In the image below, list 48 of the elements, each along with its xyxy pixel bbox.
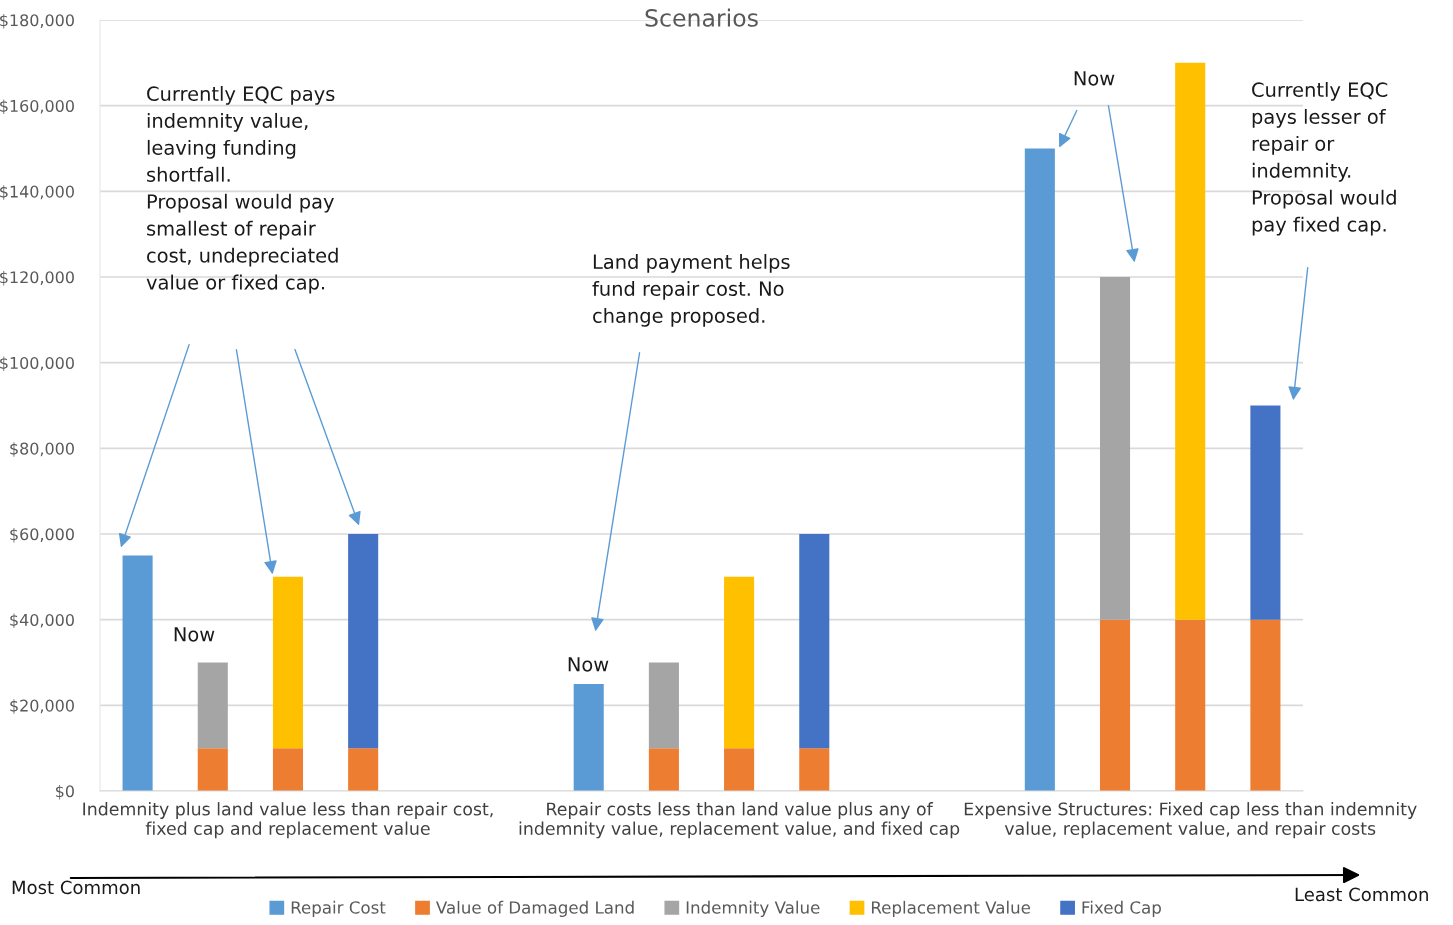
annotation: Currently EQC pays lesser of repair or indemnity. Proposal would pay fixed cap.: [1252, 82, 1396, 236]
y-tick-label: $80,000: [10, 442, 74, 457]
bar: [1175, 62, 1206, 620]
bar: [724, 748, 755, 791]
legend-label: Value of Damaged Land: [435, 900, 634, 917]
y-tick-label: $120,000: [0, 270, 74, 286]
text: Least Common: [1295, 887, 1428, 902]
y-tick-label: $0: [56, 784, 74, 800]
x-tick-label: Repair costs less than land value plus any of indemnity value, replacement value, and fixed cap: [519, 802, 960, 839]
bar: [122, 555, 153, 791]
bar: [648, 748, 679, 791]
y-tick-label: $180,000: [0, 13, 74, 29]
bar: [1175, 619, 1206, 791]
chart-title: Scenarios: [645, 8, 758, 27]
legend-label: Indemnity Value: [686, 900, 820, 917]
bar: [197, 748, 228, 791]
legend-label: Repair Cost: [291, 900, 386, 917]
bar: [799, 534, 830, 749]
annotation: Now: [568, 657, 609, 672]
annotation: Now: [1074, 71, 1115, 86]
x-tick-label: Expensive Structures: Fixed cap less than indemnity value, replacement value, and repair costs: [964, 802, 1417, 839]
bar: [724, 576, 755, 749]
y-tick-label: $160,000: [0, 99, 74, 115]
text: Most Common: [12, 880, 140, 895]
legend-label: Replacement Value: [871, 900, 1031, 917]
annotation: Land payment helps fund repair cost. No change proposed.: [592, 254, 790, 327]
annotation: Currently EQC pays indemnity value, leaving funding shortfall. Proposal would pay smallest of repair cost, undepreciated value or fixed cap.: [146, 86, 338, 294]
legend-label: Fixed Cap: [1082, 900, 1161, 917]
bar: [648, 662, 679, 749]
bar: [197, 662, 228, 749]
y-tick-label: $60,000: [10, 527, 74, 543]
bar: [1024, 148, 1055, 791]
bar: [1099, 277, 1131, 620]
y-tick-label: $40,000: [10, 613, 74, 629]
bar: [1099, 619, 1131, 791]
bar: [272, 576, 304, 749]
bar: [1250, 405, 1281, 620]
annotation: Now: [174, 627, 215, 642]
bar: [799, 748, 830, 791]
bar: [348, 534, 379, 749]
y-tick-label: $100,000: [0, 356, 74, 372]
bar: [573, 683, 604, 791]
y-tick-label: $140,000: [0, 185, 74, 200]
bar: [1250, 619, 1281, 791]
x-tick-label: Indemnity plus land value less than repair cost, fixed cap and replacement value: [83, 802, 493, 839]
bar: [348, 748, 379, 791]
bar: [272, 748, 304, 791]
y-tick-label: $20,000: [10, 699, 74, 714]
